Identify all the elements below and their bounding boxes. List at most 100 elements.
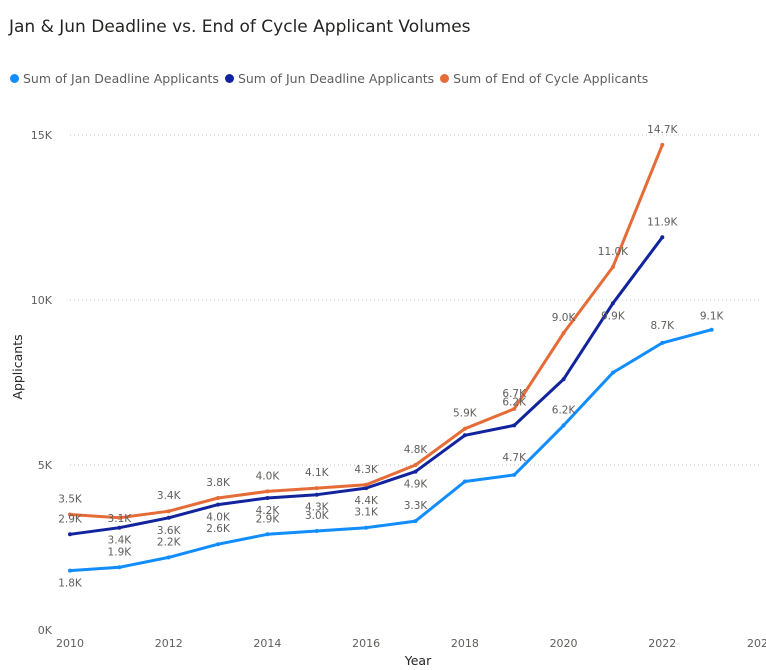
data-point (68, 568, 72, 573)
series-lines (68, 142, 714, 573)
data-point (660, 340, 665, 345)
data-point (265, 489, 270, 494)
data-point (413, 519, 418, 524)
data-point (364, 482, 369, 487)
data-point (68, 532, 72, 537)
x-tick-label: 2018 (451, 637, 479, 650)
data-label: 3.4K (157, 490, 182, 502)
data-label: 4.7K (502, 452, 527, 464)
y-tick-label: 5K (38, 459, 53, 472)
data-label: 4.9K (404, 479, 429, 491)
legend-label-end-of-cycle: Sum of End of Cycle Applicants (453, 71, 649, 86)
data-point (166, 509, 171, 514)
x-tick-label: 2022 (648, 637, 676, 650)
data-label: 5.9K (453, 408, 478, 420)
data-point (512, 472, 517, 477)
x-tick-label: 2012 (155, 637, 183, 650)
data-point (561, 423, 566, 428)
legend-item-end-of-cycle[interactable]: Sum of End of Cycle Applicants (440, 71, 648, 86)
data-label: 2.6K (206, 523, 231, 535)
data-label: 3.1K (354, 507, 379, 519)
data-point (462, 479, 467, 484)
data-label: 6.2K (552, 404, 577, 416)
data-label: 3.0K (305, 510, 330, 522)
data-point (512, 423, 517, 428)
legend-item-jun[interactable]: Sum of Jun Deadline Applicants (224, 71, 435, 86)
data-point (660, 142, 665, 147)
data-point (314, 486, 319, 491)
data-label: 2.9K (256, 513, 281, 525)
data-point (610, 370, 615, 375)
axes: 0K 5K 10K 15K 2010 2012 2014 2016 2018 2020 2022 20… (31, 129, 766, 650)
series-line-2 (68, 143, 664, 520)
data-label: 4.8K (404, 444, 429, 456)
data-point (660, 235, 665, 240)
data-label: 14.7K (647, 124, 678, 136)
gridlines (70, 134, 761, 466)
data-point (216, 542, 221, 547)
data-point (68, 512, 72, 517)
data-label: 4.1K (305, 467, 330, 479)
y-tick-label: 0K (38, 624, 53, 637)
data-label: 1.9K (108, 546, 133, 558)
data-label: 3.4K (108, 535, 133, 547)
data-label: 2.2K (157, 536, 182, 548)
data-point (314, 492, 319, 497)
data-label: 1.8K (58, 578, 83, 590)
legend-label-jan: Sum of Jan Deadline Applicants (23, 71, 219, 86)
data-label: 2.9K (58, 513, 83, 525)
data-point (117, 515, 122, 520)
x-tick-label: 2024 (747, 637, 766, 650)
data-point (462, 433, 467, 438)
x-axis-title: Year (404, 653, 432, 668)
legend-label-jun: Sum of Jun Deadline Applicants (237, 71, 435, 86)
data-point (117, 565, 122, 570)
data-point (413, 469, 418, 474)
data-label: 11.9K (647, 216, 678, 228)
data-point (462, 426, 467, 431)
data-point (216, 496, 221, 500)
legend: Sum of Jan Deadline Applicants Sum of Ju… (10, 71, 654, 86)
data-labels: 1.8K 1.9K 2.2K 2.6K 2.9K 3.0K 3.1K 3.3K 4.7K 6.2K… (58, 124, 724, 590)
y-axis-title: Applicants (10, 334, 25, 399)
x-tick-label: 2010 (56, 637, 84, 650)
data-point (364, 486, 369, 491)
data-point (314, 529, 319, 533)
data-point (117, 525, 122, 530)
data-label: 3.6K (157, 525, 182, 537)
data-point (265, 532, 270, 537)
data-point (610, 265, 615, 269)
legend-item-jan[interactable]: Sum of Jan Deadline Applicants (10, 71, 219, 86)
data-point (413, 463, 418, 467)
data-label: 11.0K (598, 246, 629, 258)
data-label: 4.3K (354, 464, 379, 476)
data-point (709, 327, 714, 332)
data-point (512, 406, 517, 411)
data-label: 3.3K (404, 500, 429, 512)
data-label: 4.2K (256, 505, 281, 517)
data-label: 3.1K (108, 513, 133, 525)
data-label: 9.9K (601, 310, 626, 322)
data-point (216, 502, 221, 507)
x-tick-label: 2020 (550, 637, 578, 650)
data-point (561, 331, 566, 335)
data-point (166, 555, 171, 560)
data-label: 3.8K (206, 477, 231, 489)
data-label: 9.1K (700, 311, 725, 323)
data-label: 4.4K (354, 495, 379, 507)
data-point (561, 377, 566, 382)
chart-title: Jan & Jun Deadline vs. End of Cycle Appl… (9, 17, 471, 37)
x-tick-label: 2016 (352, 637, 380, 650)
legend-marker-end-of-cycle (440, 74, 450, 83)
data-label: 4.0K (256, 470, 281, 482)
data-point (265, 496, 270, 500)
data-label: 4.0K (206, 512, 231, 524)
data-point (166, 515, 171, 520)
data-label: 4.3K (305, 502, 330, 514)
x-tick-label: 2014 (253, 637, 281, 650)
data-label: 6.2K (502, 396, 527, 408)
data-label: 6.7K (502, 388, 527, 400)
data-point (610, 301, 615, 306)
data-label: 8.7K (650, 320, 675, 332)
